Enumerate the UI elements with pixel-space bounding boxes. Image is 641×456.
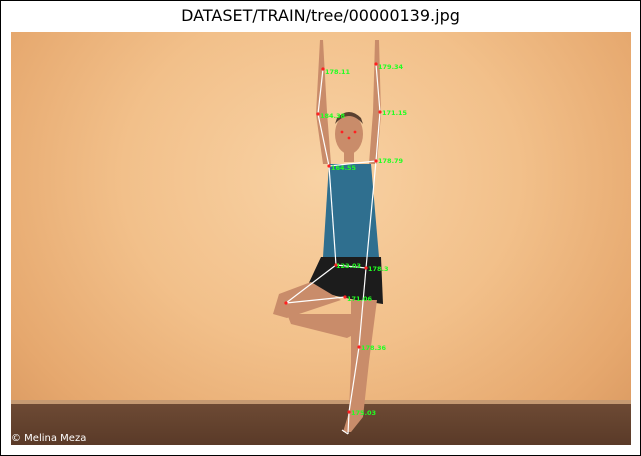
keypoint-dot [327, 164, 331, 168]
figure-title: DATASET/TRAIN/tree/00000139.jpg [181, 6, 460, 25]
pose-figure: 178.11 179.34 184.38 171.15 164.55 178.7… [273, 40, 408, 435]
keypoint-dot [353, 130, 357, 134]
keypoint-dot [378, 110, 382, 114]
skeleton-bone [375, 111, 381, 162]
keypoint-dot [316, 112, 320, 116]
baseboard [11, 400, 631, 406]
keypoint-dots [284, 62, 382, 414]
keypoint-label: 184.38 [320, 112, 346, 120]
skeleton-bone [375, 63, 381, 113]
keypoint-labels: 178.11 179.34 184.38 171.15 164.55 178.7… [320, 63, 408, 417]
photo-credit: © Melina Meza [11, 433, 87, 444]
pose-skeleton [285, 63, 381, 435]
keypoint-dot [334, 263, 338, 267]
wooden-floor [11, 404, 631, 445]
keypoint-label: 171.15 [382, 109, 408, 117]
keypoint-label: 178.11 [325, 68, 351, 76]
skeleton-bone [317, 113, 330, 167]
keypoint-dot [340, 130, 344, 134]
skeleton-bone [365, 160, 377, 269]
person-silhouette [273, 40, 383, 432]
keypoint-dot [357, 345, 361, 349]
keypoint-dot [364, 266, 368, 270]
skeleton-bone [285, 296, 346, 304]
keypoint-label: 123.03 [336, 262, 361, 270]
skeleton-bone [358, 267, 367, 348]
keypoint-dot [347, 410, 351, 414]
skeleton-bone [285, 264, 337, 304]
skeleton-bone [328, 160, 377, 167]
keypoint-dot [284, 301, 288, 305]
keypoint-label: 178.36 [361, 344, 387, 352]
keypoint-dot [343, 295, 347, 299]
skeleton-bone [317, 68, 324, 115]
keypoint-dot [321, 67, 325, 71]
keypoint-dot [347, 136, 351, 140]
pose-photo: 178.11 179.34 184.38 171.15 164.55 178.7… [11, 32, 631, 445]
skeleton-bone [341, 429, 349, 435]
keypoint-label: 178.3 [368, 265, 389, 273]
keypoint-label: 164.55 [331, 164, 357, 172]
skeleton-bone [335, 264, 367, 269]
keypoint-dot [374, 159, 378, 163]
keypoint-label: 175.03 [351, 409, 376, 417]
skeleton-bone [347, 411, 350, 435]
keypoint-label: 178.79 [378, 157, 404, 165]
keypoint-label: 171.06 [347, 295, 373, 303]
keypoint-dot [374, 62, 378, 66]
keypoint-label: 179.34 [378, 63, 404, 71]
skeleton-bone [328, 165, 337, 266]
skeleton-bone [348, 346, 360, 413]
